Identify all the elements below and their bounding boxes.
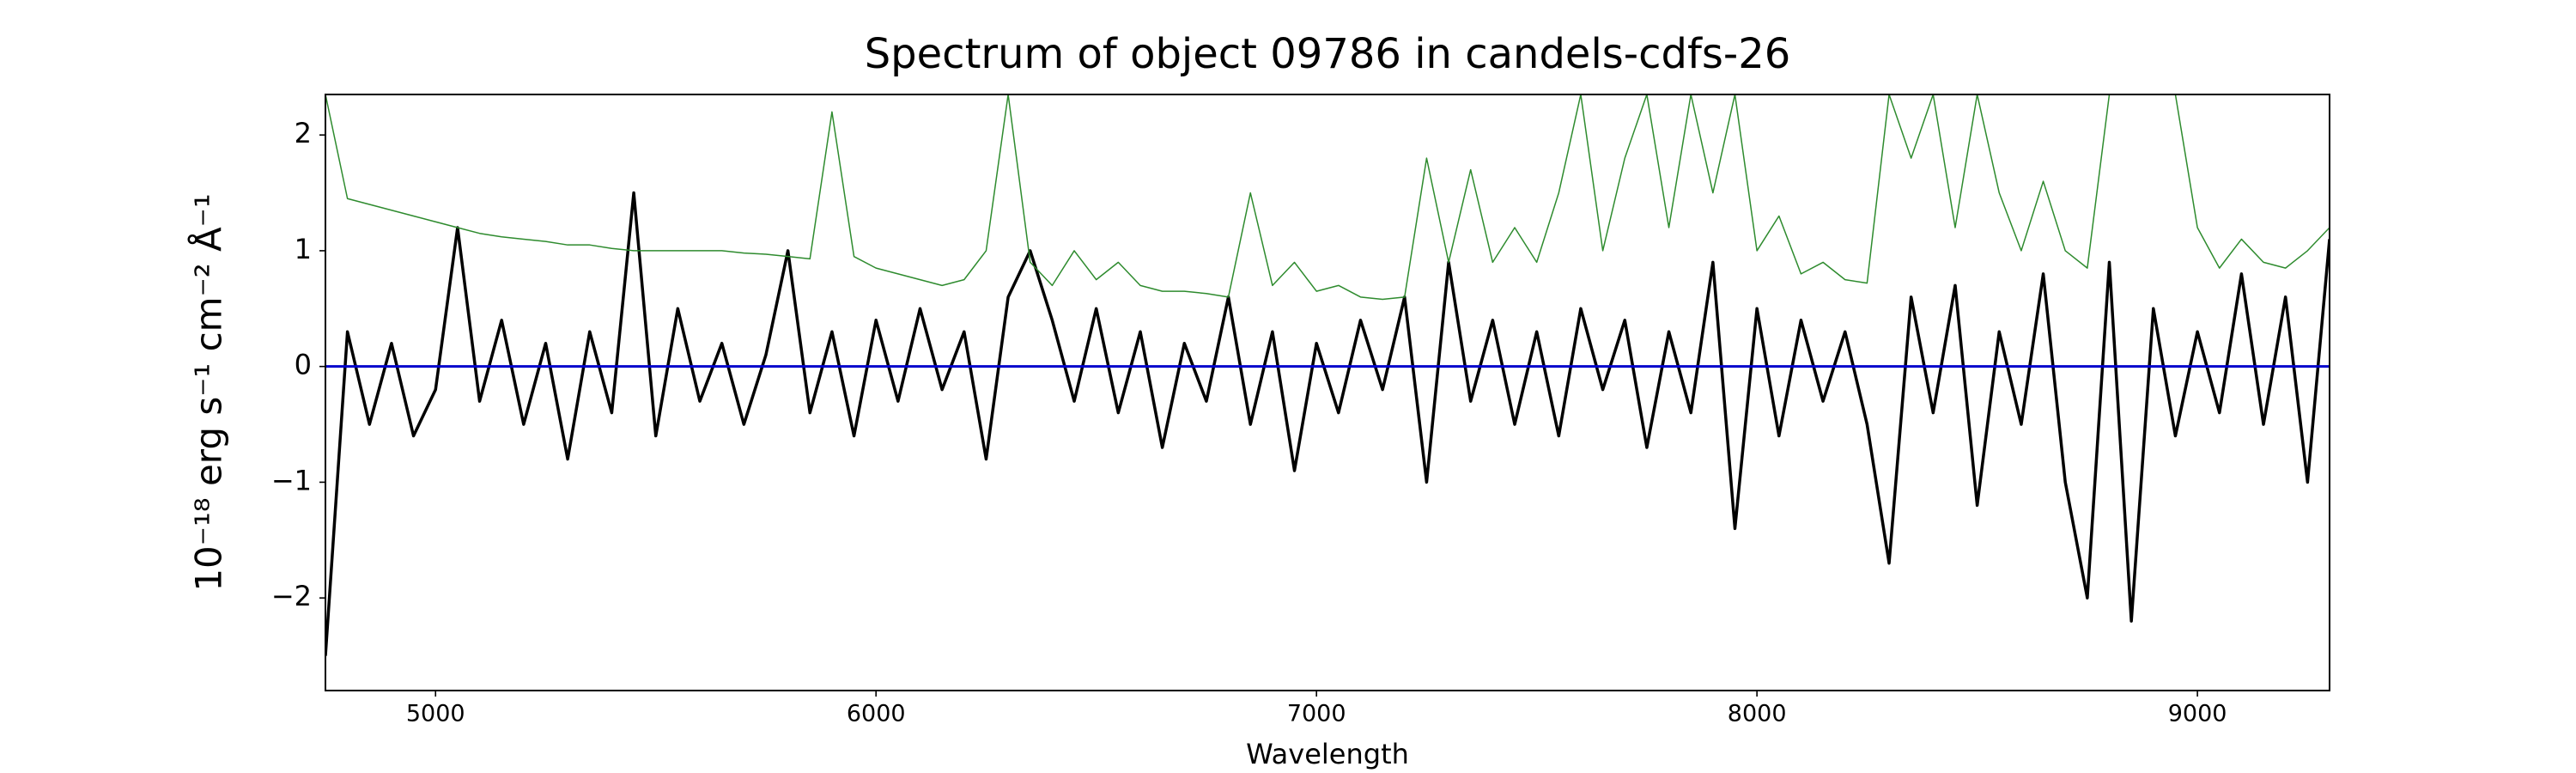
x-tick-label: 6000: [847, 701, 906, 727]
y-tick-label: −1: [271, 464, 312, 496]
y-tick-label: 2: [295, 117, 312, 149]
y-tick-label: 0: [295, 349, 312, 381]
y-tick-label: −2: [271, 580, 312, 612]
series-line: [325, 191, 2330, 656]
x-tick-label: 7000: [1287, 701, 1346, 727]
y-tick-label: 1: [295, 233, 312, 265]
series-line: [325, 94, 2330, 301]
x-axis-label: Wavelength: [1246, 738, 1409, 770]
axes-frame: [325, 94, 2330, 691]
x-tick-label: 8000: [1728, 701, 1787, 727]
y-axis-label: 10⁻¹⁸ erg s⁻¹ cm⁻² Å⁻¹: [187, 193, 230, 591]
plot-area: [325, 94, 2330, 656]
x-tick-label: 5000: [406, 701, 465, 727]
chart-title: Spectrum of object 09786 in candels-cdfs…: [865, 30, 1791, 78]
x-tick-label: 9000: [2168, 701, 2227, 727]
